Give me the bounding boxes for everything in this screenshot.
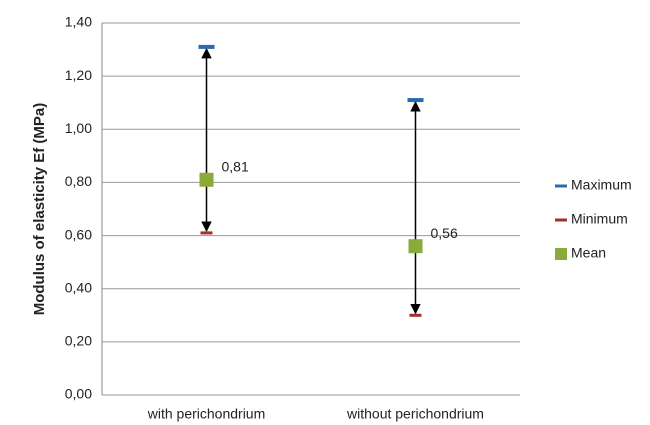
legend-label: Maximum <box>571 177 632 193</box>
y-axis-label: Modulus of elasticity Ef (MPa) <box>31 103 48 316</box>
x-tick-label: without perichondrium <box>346 406 484 422</box>
mean-marker <box>199 172 214 187</box>
y-tick-label: 1,00 <box>65 120 92 136</box>
y-tick-label: 0,80 <box>65 173 92 189</box>
x-tick-label: with perichondrium <box>147 406 266 422</box>
min-marker <box>200 231 213 235</box>
max-marker <box>407 98 424 103</box>
legend-label: Mean <box>571 245 606 261</box>
legend-swatch <box>555 184 567 188</box>
y-tick-label: 0,00 <box>65 386 92 402</box>
max-marker <box>198 44 215 49</box>
y-tick-label: 0,20 <box>65 333 92 349</box>
y-tick-label: 1,40 <box>65 14 92 30</box>
y-tick-label: 0,40 <box>65 279 92 295</box>
data-label: 0,81 <box>222 158 249 174</box>
y-tick-label: 1,20 <box>65 67 92 83</box>
data-label: 0,56 <box>431 225 458 241</box>
y-tick-label: 0,60 <box>65 226 92 242</box>
mean-marker <box>408 239 423 254</box>
legend-label: Minimum <box>571 211 628 227</box>
legend-swatch <box>555 218 567 222</box>
legend-swatch <box>555 248 567 260</box>
min-marker <box>409 313 422 317</box>
